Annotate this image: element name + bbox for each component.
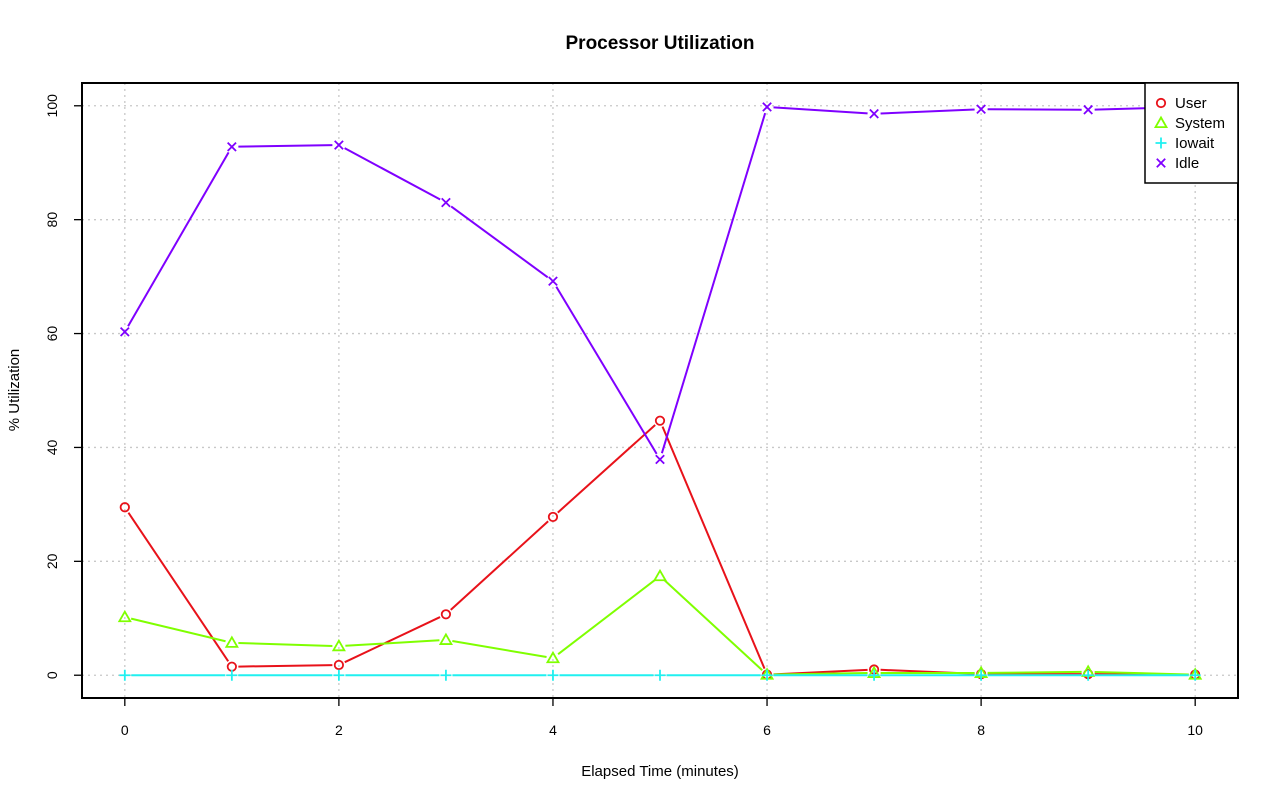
series-system-segment [238, 641, 333, 647]
x-tick-label: 6 [763, 722, 771, 738]
series-idle-segment [773, 106, 868, 115]
y-tick-label: 60 [44, 326, 60, 342]
x-axis-label: Elapsed Time (minutes) [581, 763, 739, 780]
series-idle-point [762, 102, 772, 112]
series-idle-point [227, 141, 237, 152]
series-idle [119, 102, 1201, 465]
series-user-point [547, 511, 559, 523]
series-layer [117, 102, 1203, 681]
series-iowait-point [1082, 669, 1094, 681]
x-tick-label: 2 [335, 722, 343, 738]
legend: User System Iowait Idle [1144, 82, 1239, 184]
legend-user-label: User [1175, 95, 1207, 112]
series-iowait-point [975, 669, 987, 681]
series-user-point [440, 609, 452, 620]
series-idle-point [441, 197, 451, 208]
series-idle-point [976, 104, 986, 115]
series-system-point [117, 609, 132, 623]
y-axis: 0 20 40 60 80 100 [44, 94, 82, 679]
series-system-point [438, 632, 453, 645]
series-user-point [333, 659, 344, 671]
series-system-point [652, 568, 668, 582]
series-iowait-point [119, 669, 131, 681]
series-system-segment [130, 617, 226, 643]
y-tick-label: 20 [44, 553, 60, 569]
y-tick-label: 40 [44, 439, 60, 455]
series-iowait-point [440, 669, 452, 681]
series-idle-segment [987, 108, 1082, 111]
series-iowait-point [1189, 669, 1201, 681]
series-iowait-point [761, 669, 773, 681]
series-iowait [119, 669, 1201, 681]
series-user-segment [344, 616, 441, 664]
series-idle-point [548, 276, 558, 287]
chart-title: Processor Utilization [566, 33, 755, 54]
legend-idle-marker [1156, 158, 1166, 168]
series-idle-segment [450, 205, 549, 279]
series-system-segment [452, 640, 547, 659]
x-tick-label: 10 [1187, 722, 1203, 738]
series-idle-point [119, 327, 130, 337]
y-axis-label: % Utilization [6, 349, 23, 432]
x-tick-label: 4 [549, 722, 557, 738]
series-idle-segment [127, 151, 230, 327]
series-idle-segment [344, 147, 441, 201]
series-idle-point [869, 108, 879, 119]
series-idle-point [1083, 104, 1093, 115]
series-idle-segment [880, 108, 975, 115]
legend-system-label: System [1175, 115, 1225, 132]
series-system-segment [345, 639, 440, 647]
legend-user-marker [1155, 97, 1167, 109]
series-system-segment [664, 579, 763, 671]
series-system-point [331, 638, 346, 652]
series-user-point [654, 415, 666, 426]
series-iowait-point [654, 669, 666, 681]
x-tick-label: 0 [121, 722, 129, 738]
series-user-segment [557, 424, 656, 514]
legend-system-marker [1153, 115, 1169, 129]
series-iowait-point [547, 669, 559, 681]
series-system-segment [1094, 670, 1189, 676]
series-user-segment [238, 664, 333, 668]
series-idle-segment [238, 144, 333, 148]
x-tick-label: 8 [977, 722, 985, 738]
y-tick-label: 80 [44, 212, 60, 228]
series-user-segment [450, 520, 549, 611]
series-user-segment [661, 426, 766, 670]
legend-iowait-marker [1155, 137, 1167, 149]
series-idle-point [334, 140, 344, 150]
series-idle-point [655, 454, 665, 465]
x-axis: 0 2 4 6 8 10 [121, 698, 1203, 738]
legend-iowait-label: Iowait [1175, 135, 1215, 152]
series-iowait-point [226, 669, 238, 681]
series-idle-segment [555, 286, 658, 455]
series-system-segment [557, 579, 656, 655]
series-system-point [224, 635, 239, 648]
series-iowait-point [868, 669, 880, 681]
series-user-point [119, 502, 130, 513]
y-tick-label: 100 [44, 94, 60, 118]
legend-idle-label: Idle [1175, 155, 1199, 172]
series-system-segment [987, 670, 1082, 674]
series-idle-segment [660, 112, 767, 454]
plot-frame [81, 82, 1239, 699]
y-tick-label: 0 [44, 671, 60, 679]
series-iowait-point [333, 669, 345, 681]
series-user-segment [127, 512, 230, 662]
series-system-point [545, 650, 561, 664]
